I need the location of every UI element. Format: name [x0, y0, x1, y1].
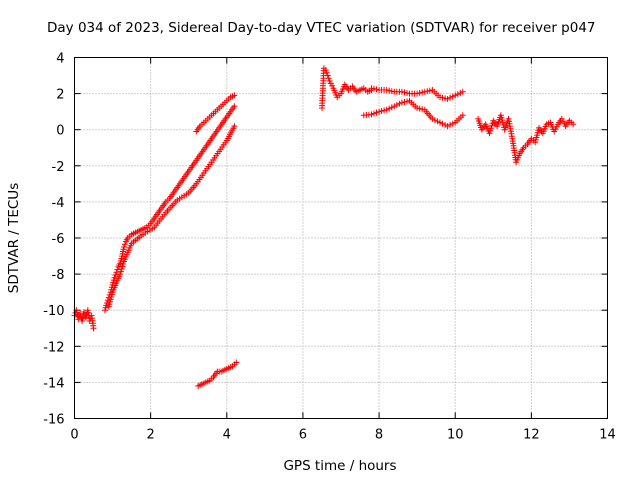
x-tick-label: 12: [523, 428, 540, 443]
y-tick-label: 0: [56, 124, 64, 139]
data-point: [414, 90, 421, 97]
data-point: [117, 268, 124, 275]
data-point: [398, 88, 405, 95]
data-point: [393, 102, 400, 108]
data-point: [231, 123, 238, 130]
x-tick-label: 0: [70, 428, 78, 443]
x-tick-label: 14: [599, 428, 616, 443]
data-points: [71, 65, 577, 389]
data-point: [488, 125, 494, 132]
y-axis-label: SDTVAR / TECUs: [6, 183, 22, 293]
data-point: [373, 109, 380, 116]
data-point: [373, 86, 380, 93]
data-point: [121, 241, 128, 248]
data-point: [231, 92, 238, 99]
data-point: [452, 92, 459, 99]
series-segment-main-rise: [102, 103, 238, 314]
chart-title: Day 034 of 2023, Sidereal Day-to-day VTE…: [47, 20, 596, 36]
y-tick-label: -4: [52, 196, 65, 211]
series-segment-bottom: [195, 359, 240, 389]
grid: [74, 57, 608, 419]
data-point: [111, 274, 118, 281]
y-tick-label: -2: [52, 160, 65, 175]
x-tick-label: 6: [299, 428, 307, 443]
y-tick-label: -14: [43, 376, 64, 391]
data-point: [439, 94, 446, 101]
y-tick-label: -8: [52, 268, 65, 283]
data-point: [121, 244, 127, 250]
data-point: [398, 99, 405, 106]
x-tick-label: 2: [147, 428, 155, 443]
data-point: [325, 75, 332, 82]
data-point: [233, 359, 240, 366]
series-segment-afternoon-start: [319, 65, 375, 111]
data-point: [447, 121, 454, 128]
series-segment-early-low: [71, 307, 97, 332]
data-point: [447, 94, 454, 101]
x-axis-label: GPS time / hours: [283, 458, 396, 474]
data-point: [419, 106, 426, 113]
axis-ticks: 0 2 4 6 8 10 12 14 -16 -14 -12 -10 -8 -6 -4 -2 0 2 4: [43, 52, 616, 443]
y-tick-label: -12: [43, 340, 64, 355]
data-point: [324, 72, 331, 79]
series-segment-plateau-lower: [360, 97, 466, 130]
data-point: [570, 121, 577, 128]
series-segment-late: [475, 112, 577, 166]
data-point: [439, 120, 446, 127]
series-segment-main-rise-lower: [105, 123, 238, 310]
data-point: [386, 87, 393, 94]
plot-frame: [74, 57, 608, 419]
y-tick-label: 4: [56, 52, 64, 67]
data-point: [112, 272, 119, 278]
data-point: [386, 105, 393, 112]
series-segment-plateau-upper: [368, 85, 466, 102]
data-point: [381, 107, 388, 114]
data-point: [113, 269, 120, 276]
x-tick-label: 8: [375, 428, 383, 443]
x-tick-label: 4: [223, 428, 231, 443]
data-point: [114, 266, 121, 273]
data-point: [419, 89, 426, 96]
y-tick-label: -6: [52, 232, 65, 247]
y-tick-label: -16: [43, 413, 64, 428]
data-point: [459, 112, 466, 119]
data-point: [323, 69, 330, 76]
y-tick-label: 2: [56, 88, 64, 103]
data-point: [90, 325, 97, 332]
data-point: [459, 88, 466, 95]
data-point: [81, 309, 87, 315]
data-point: [426, 87, 433, 94]
data-point: [231, 103, 238, 110]
series-segment-upper-branch: [193, 92, 238, 135]
data-point: [322, 67, 329, 74]
y-tick-label: -10: [43, 304, 64, 319]
data-point: [434, 118, 441, 125]
x-tick-label: 10: [447, 428, 464, 443]
data-point: [414, 105, 421, 111]
